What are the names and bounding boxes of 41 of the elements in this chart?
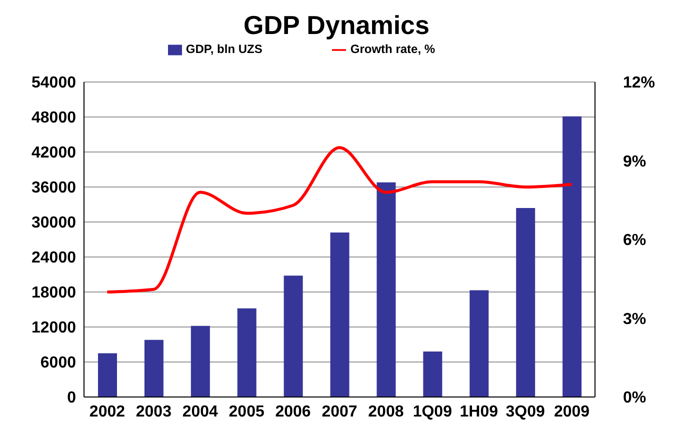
y-tick-label: 24000 xyxy=(32,250,76,267)
chart-title: GDP Dynamics xyxy=(242,9,430,42)
bar xyxy=(562,116,582,397)
x-tick-label: 2006 xyxy=(275,403,311,420)
bar xyxy=(516,208,536,397)
bar xyxy=(376,182,396,397)
y-tick-label: 30000 xyxy=(32,214,76,232)
x-tick-label: 2008 xyxy=(368,403,404,420)
bar xyxy=(98,353,117,397)
bar xyxy=(284,276,303,397)
y2-tick-label: 12% xyxy=(623,74,656,92)
bar xyxy=(470,290,489,397)
y2-tick-label: 6% xyxy=(623,232,646,250)
x-tick-label: 2009 xyxy=(554,403,590,420)
bar xyxy=(423,352,442,397)
line-series xyxy=(106,146,574,294)
y-tick-label: 18000 xyxy=(32,284,76,302)
bar xyxy=(190,326,210,397)
y-tick-label: 48000 xyxy=(32,110,76,127)
y-tick-label: 54000 xyxy=(32,74,76,92)
legend-label: Growth rate, % xyxy=(350,42,436,56)
legend-label: GDP, bln UZS xyxy=(186,42,262,56)
x-tick-label: 3Q09 xyxy=(506,403,545,420)
bar xyxy=(330,232,350,397)
y-tick-label: 0 xyxy=(67,390,76,407)
x-tick-label: 1Q09 xyxy=(412,403,452,420)
y2-tick-label: 9% xyxy=(623,153,646,170)
x-tick-label: 2007 xyxy=(322,403,358,420)
y2-tick-label: 0% xyxy=(623,390,646,407)
y2-tick-label: 3% xyxy=(623,310,646,328)
y-tick-label: 36000 xyxy=(32,180,76,197)
y-tick-label: 6000 xyxy=(40,354,76,372)
x-tick-label: 2002 xyxy=(89,403,126,420)
bar xyxy=(237,308,256,397)
x-tick-label: 1H09 xyxy=(460,403,498,420)
y-tick-label: 12000 xyxy=(32,320,76,337)
x-tick-label: 2003 xyxy=(136,403,172,420)
bar xyxy=(144,340,164,397)
x-tick-label: 2004 xyxy=(182,403,218,420)
x-tick-label: 2005 xyxy=(228,403,264,420)
y-tick-label: 42000 xyxy=(32,144,76,162)
